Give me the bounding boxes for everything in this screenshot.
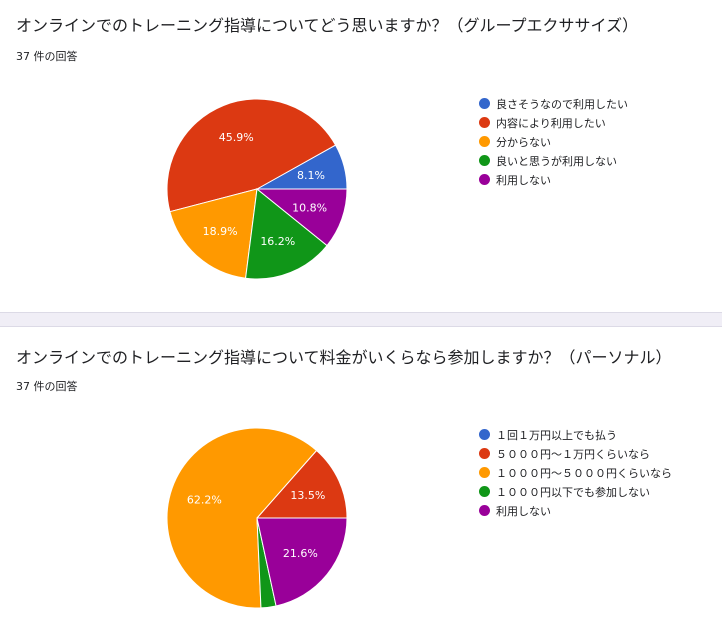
legend-swatch — [479, 98, 490, 109]
legend-label: １０００円以下でも参加しない — [496, 485, 650, 499]
pie-slice[interactable] — [166, 427, 318, 609]
legend-swatch — [479, 467, 490, 478]
question-card-1: オンラインでのトレーニング指導についてどう思いますか？（グループエクササイズ） … — [0, 0, 722, 312]
legend-swatch — [479, 448, 490, 459]
legend-item[interactable]: 分からない — [479, 132, 628, 151]
legend-swatch — [479, 429, 490, 440]
question-card-2: オンラインでのトレーニング指導について料金がいくらなら参加しますか？（パーソナル… — [0, 327, 722, 632]
slice-percent-label: 8.1% — [297, 169, 325, 182]
slice-percent-label: 62.2% — [187, 493, 222, 506]
card-divider — [0, 312, 722, 327]
pie-slice[interactable] — [255, 449, 348, 519]
legend-item[interactable]: １０００円〜５０００円くらいなら — [479, 463, 672, 482]
legend-item[interactable]: １０００円以下でも参加しない — [479, 482, 672, 501]
legend-label: 良さそうなので利用したい — [496, 97, 628, 111]
pie-slice[interactable] — [255, 188, 348, 247]
legend-label: 分からない — [496, 135, 551, 149]
legend-item[interactable]: 内容により利用したい — [479, 113, 628, 132]
slice-percent-label: 13.5% — [290, 489, 325, 502]
legend-label: １回１万円以上でも払う — [496, 428, 617, 442]
legend-item[interactable]: 良いと思うが利用しない — [479, 151, 628, 170]
pie-chart-2: 13.5% 62.2% 21.6% — [166, 427, 348, 609]
legend-item[interactable]: １回１万円以上でも払う — [479, 425, 672, 444]
legend-label: ５０００円〜１万円くらいなら — [496, 447, 650, 461]
chart-legend-2: １回１万円以上でも払う ５０００円〜１万円くらいなら １０００円〜５０００円くらいな… — [479, 425, 672, 520]
pie-slice[interactable] — [166, 98, 337, 213]
pie-slice[interactable] — [169, 188, 258, 279]
legend-swatch — [479, 117, 490, 128]
slice-percent-label: 18.9% — [203, 225, 238, 238]
legend-swatch — [479, 136, 490, 147]
legend-label: 良いと思うが利用しない — [496, 154, 617, 168]
legend-item[interactable]: ５０００円〜１万円くらいなら — [479, 444, 672, 463]
slice-percent-label: 16.2% — [260, 235, 295, 248]
question-title: オンラインでのトレーニング指導について料金がいくらなら参加しますか？（パーソナル… — [16, 348, 672, 367]
legend-swatch — [479, 155, 490, 166]
legend-item[interactable]: 良さそうなので利用したい — [479, 94, 628, 113]
pie-slice[interactable] — [245, 188, 328, 280]
response-count: 37 件の回答 — [16, 380, 78, 393]
legend-swatch — [479, 174, 490, 185]
legend-label: 利用しない — [496, 504, 551, 518]
pie-slice[interactable] — [256, 517, 348, 607]
legend-label: １０００円〜５０００円くらいなら — [496, 466, 672, 480]
question-title: オンラインでのトレーニング指導についてどう思いますか？（グループエクササイズ） — [16, 16, 639, 35]
slice-percent-label: 21.6% — [283, 547, 318, 560]
slice-percent-label: 10.8% — [292, 202, 327, 215]
legend-item[interactable]: 利用しない — [479, 501, 672, 520]
legend-label: 内容により利用したい — [496, 116, 606, 130]
legend-swatch — [479, 505, 490, 516]
chart-legend-1: 良さそうなので利用したい 内容により利用したい 分からない良いと思うが利用しない 利用… — [479, 94, 628, 189]
legend-item[interactable]: 利用しない — [479, 170, 628, 189]
legend-swatch — [479, 486, 490, 497]
slice-percent-label: 45.9% — [219, 131, 254, 144]
response-count: 37 件の回答 — [16, 50, 78, 63]
pie-chart-1: 8.1% 45.9% 18.9% 16.2% 10.8% — [166, 98, 348, 280]
legend-label: 利用しない — [496, 173, 551, 187]
